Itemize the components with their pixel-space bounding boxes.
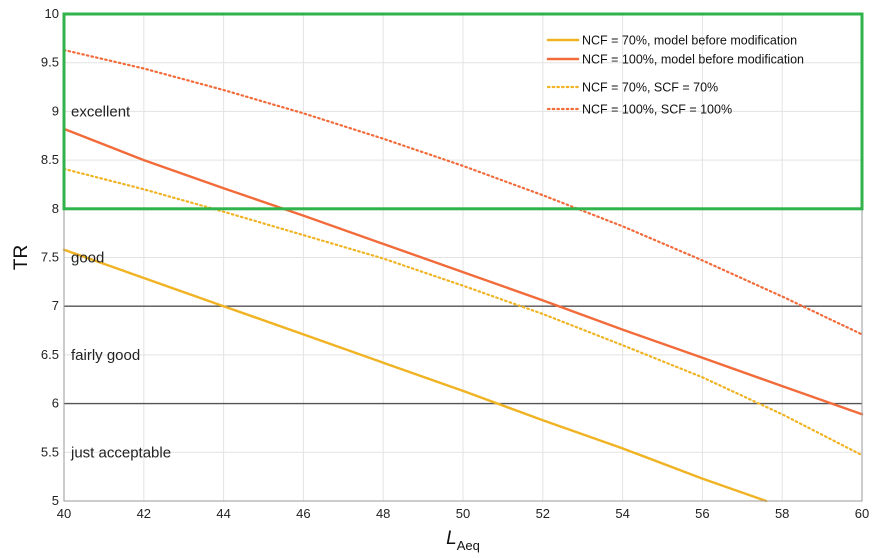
zone-label: just acceptable — [70, 444, 171, 461]
x-tick-label: 44 — [216, 506, 230, 521]
y-tick-label: 10 — [45, 6, 59, 21]
series-line-4 — [62, 48, 864, 336]
y-axis-title: TR — [11, 245, 32, 270]
series-line-3 — [62, 167, 864, 457]
legend-entry-4: NCF = 100%, SCF = 100% — [582, 103, 732, 117]
x-tick-label: 56 — [695, 506, 709, 521]
y-tick-label: 8.5 — [41, 152, 59, 167]
zone-labels: excellent good fairly good just acceptable — [70, 103, 171, 461]
x-tick-label: 40 — [57, 506, 71, 521]
threshold-lines — [64, 305, 862, 405]
x-tick-label: 46 — [296, 506, 310, 521]
y-tick-label: 9.5 — [41, 55, 59, 70]
y-tick-label: 6 — [52, 396, 59, 411]
x-axis-title-main: L — [446, 528, 457, 549]
series-line-1 — [62, 248, 768, 503]
x-tick-label: 50 — [456, 506, 470, 521]
legend-entry-1: NCF = 70%, model before modification — [582, 34, 797, 48]
x-tick-label: 52 — [536, 506, 550, 521]
x-tick-label: 42 — [137, 506, 151, 521]
x-tick-label: 60 — [855, 506, 869, 521]
y-tick-label: 8 — [52, 201, 59, 216]
x-axis-title: LAeq — [446, 528, 480, 553]
x-tick-label: 48 — [376, 506, 390, 521]
y-tick-label: 5.5 — [41, 444, 59, 459]
y-tick-label: 6.5 — [41, 347, 59, 362]
y-tick-label: 7 — [52, 298, 59, 313]
legend-entry-3: NCF = 70%, SCF = 70% — [582, 81, 718, 95]
legend: NCF = 70%, model before modification NCF … — [546, 34, 804, 117]
grid-layer — [63, 13, 863, 502]
series-layer — [62, 48, 864, 503]
series-line-2 — [62, 127, 864, 416]
zone-label: fairly good — [71, 347, 140, 364]
y-tick-label: 9 — [52, 103, 59, 118]
x-tick-label: 58 — [775, 506, 789, 521]
zone-label: good — [71, 250, 104, 267]
tick-labels: 40 42 44 46 48 50 52 54 56 58 60 5 5.5 6 6.5 7 7.5 8 8.5 9 9… — [41, 6, 869, 521]
x-tick-label: 54 — [615, 506, 629, 521]
legend-entry-2: NCF = 100%, model before modification — [582, 53, 804, 67]
excellent-zone-box — [62, 12, 864, 211]
x-axis-title-subscript: Aeq — [457, 538, 480, 553]
zone-label: excellent — [71, 103, 131, 120]
y-tick-label: 5 — [52, 493, 59, 508]
y-tick-label: 7.5 — [41, 250, 59, 265]
